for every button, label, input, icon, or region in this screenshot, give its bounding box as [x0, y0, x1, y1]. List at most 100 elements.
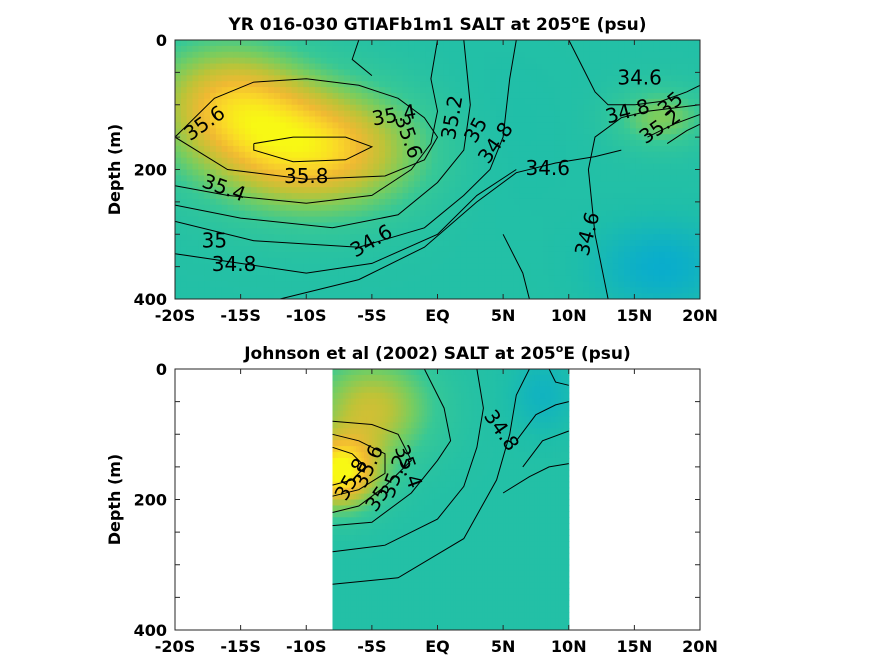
field-cell — [542, 145, 549, 153]
field-cell — [353, 541, 357, 548]
field-cell — [624, 45, 631, 53]
field-cell — [612, 204, 619, 212]
field-cell — [408, 87, 415, 94]
field-cell — [431, 246, 439, 253]
field-cell — [595, 234, 602, 241]
field-cell — [377, 523, 381, 530]
field-cell — [425, 222, 433, 229]
field-cell — [507, 134, 514, 141]
field-cell — [371, 588, 376, 596]
field-cell — [688, 122, 695, 129]
field-cell — [653, 169, 660, 176]
field-cell — [353, 410, 357, 418]
field-cell — [379, 193, 386, 200]
field-cell — [233, 169, 240, 176]
field-cell — [379, 588, 383, 596]
field-cell — [268, 257, 275, 265]
field-cell — [682, 216, 689, 224]
field-cell — [338, 151, 345, 159]
field-cell — [180, 128, 188, 135]
field-cell — [335, 493, 339, 501]
field-cell — [332, 517, 336, 524]
field-cell — [350, 198, 357, 206]
field-cell — [688, 75, 695, 82]
field-cell — [385, 75, 392, 82]
field-cell — [437, 263, 444, 271]
field-cell — [262, 98, 269, 106]
field-cell — [670, 187, 678, 194]
field-cell — [513, 204, 520, 212]
field-cell — [542, 45, 549, 53]
field-cell — [361, 287, 369, 294]
field-cell — [210, 40, 217, 47]
field-cell — [379, 45, 386, 53]
field-cell — [340, 386, 344, 394]
field-cell — [361, 157, 369, 165]
field-cell — [332, 204, 339, 212]
field-cell — [408, 110, 415, 118]
field-cell — [285, 57, 293, 65]
field-cell — [390, 57, 398, 65]
field-cell — [624, 287, 631, 294]
field-cell — [210, 204, 217, 212]
field-cell — [356, 392, 360, 400]
field-cell — [554, 293, 561, 299]
field-cell — [337, 493, 341, 501]
field-cell — [490, 193, 497, 200]
field-cell — [437, 51, 444, 59]
field-cell — [344, 40, 351, 47]
field-cell — [233, 281, 240, 288]
field-cell — [443, 193, 450, 200]
field-cell — [345, 552, 349, 560]
field-cell — [688, 257, 695, 265]
field-cell — [338, 228, 345, 235]
field-cell — [449, 222, 456, 229]
field-cell — [495, 87, 503, 94]
field-cell — [565, 216, 573, 224]
field-cell — [379, 457, 383, 465]
field-cell — [285, 175, 293, 182]
field-cell — [382, 588, 386, 596]
field-cell — [414, 234, 421, 241]
field-cell — [326, 40, 334, 47]
field-cell — [332, 618, 336, 625]
field-cell — [530, 140, 538, 147]
field-cell — [478, 187, 485, 194]
field-cell — [635, 181, 643, 188]
field-cell — [577, 104, 584, 112]
field-cell — [382, 523, 386, 530]
field-cell — [577, 122, 584, 129]
field-cell — [385, 204, 392, 212]
field-cell — [484, 269, 491, 277]
field-cell — [256, 75, 264, 82]
field-cell — [460, 210, 468, 218]
field-cell — [175, 81, 182, 88]
field-cell — [414, 110, 421, 118]
field-cell — [320, 169, 328, 176]
field-cell — [371, 624, 376, 630]
field-cell — [449, 210, 456, 218]
field-cell — [338, 275, 345, 282]
field-cell — [344, 151, 351, 159]
field-cell — [369, 600, 373, 607]
field-cell — [274, 216, 281, 224]
field-cell — [449, 157, 456, 165]
field-cell — [204, 140, 211, 147]
field-cell — [285, 122, 293, 129]
field-cell — [455, 240, 462, 247]
field-cell — [425, 216, 433, 224]
field-cell — [337, 487, 341, 495]
field-cell — [371, 612, 376, 619]
field-cell — [186, 275, 194, 282]
field-cell — [653, 110, 660, 118]
field-cell — [326, 92, 334, 100]
field-cell — [641, 234, 649, 241]
field-cell — [382, 469, 386, 477]
field-cell — [548, 293, 555, 299]
field-cell — [326, 122, 334, 129]
field-cell — [501, 157, 509, 165]
field-cell — [361, 151, 369, 159]
field-cell — [659, 222, 666, 229]
field-cell — [348, 612, 352, 619]
field-cell — [694, 75, 700, 82]
